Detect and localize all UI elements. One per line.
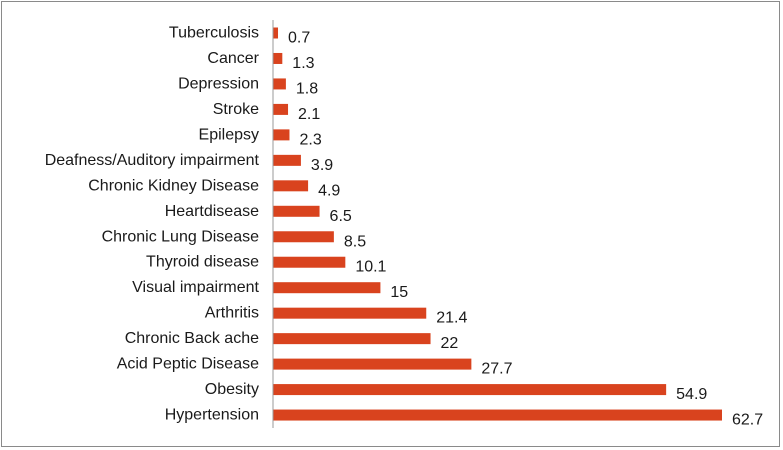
bar-11 [273,307,427,319]
category-label-6: Chronic Kidney Disease [88,177,259,194]
value-label-4: 2.3 [299,131,321,148]
value-label-14: 54.9 [676,386,707,403]
category-label-3: Stroke [213,101,259,118]
category-label-12: Chronic Back ache [125,330,259,347]
value-label-8: 8.5 [344,233,366,250]
category-label-14: Obesity [205,381,259,398]
bar-5 [273,154,301,166]
category-label-8: Chronic Lung Disease [102,228,260,245]
bars-group [273,27,722,421]
value-label-13: 27.7 [481,361,512,378]
category-label-15: Hypertension [165,407,259,424]
category-label-7: Heartdisease [165,203,259,220]
bar-10 [273,282,381,294]
value-label-1: 1.3 [292,55,314,72]
bar-2 [273,78,286,90]
bar-13 [273,358,472,370]
category-label-4: Epilepsy [199,126,259,143]
category-labels-group: Tuberculosis Cancer Depression Stroke Epilep… [45,25,260,424]
bar-9 [273,256,346,268]
value-label-6: 4.9 [318,182,340,199]
value-label-0: 0.7 [288,30,310,47]
bar-8 [273,231,334,243]
category-label-10: Visual impairment [132,279,259,296]
bar-12 [273,333,431,345]
value-label-7: 6.5 [330,208,352,225]
value-label-12: 22 [441,335,459,352]
bar-6 [273,180,309,192]
bar-3 [273,103,289,115]
value-label-2: 1.8 [296,80,318,97]
bar-1 [273,52,283,64]
value-label-10: 15 [390,284,408,301]
value-labels-group: 0.7 1.3 1.8 2.1 2.3 3.9 4.9 6.5 8.5 10.115 21.4 22 2… [288,30,763,429]
category-label-2: Depression [178,75,259,92]
value-label-3: 2.1 [298,106,320,123]
bar-0 [273,27,279,39]
category-label-13: Acid Peptic Disease [117,356,259,373]
value-label-5: 3.9 [311,157,333,174]
bar-7 [273,205,320,217]
category-label-1: Cancer [207,50,259,67]
category-label-0: Tuberculosis [169,25,259,42]
value-label-15: 62.7 [732,412,763,429]
category-label-5: Deafness/Auditory impairment [45,152,260,169]
bar-15 [273,409,722,421]
value-label-9: 10.1 [355,259,386,276]
category-label-11: Arthritis [205,305,259,322]
category-label-9: Thyroid disease [146,254,259,271]
bar-14 [273,384,667,396]
bar-4 [273,129,290,141]
value-label-11: 21.4 [436,310,467,327]
